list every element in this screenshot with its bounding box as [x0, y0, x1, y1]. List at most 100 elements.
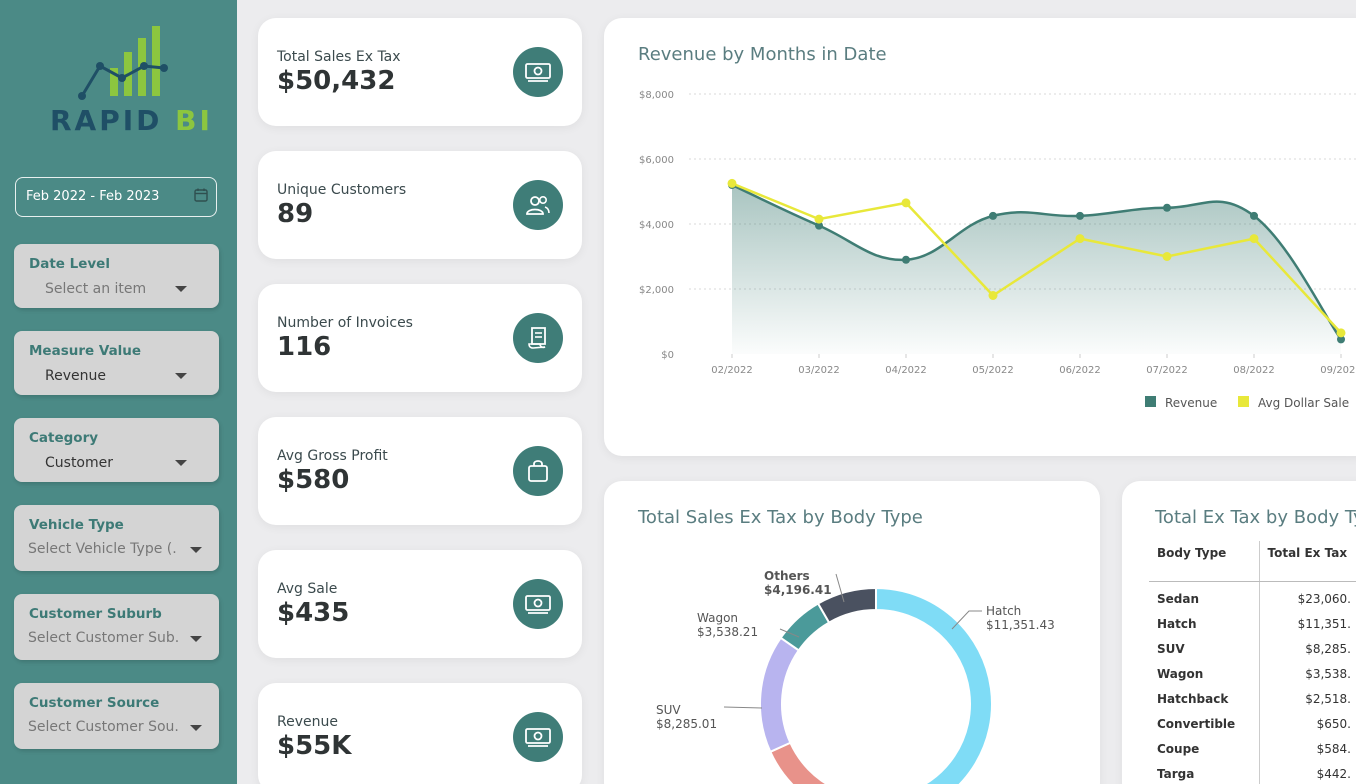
- table-header-row: Body Type Total Ex Tax: [1149, 541, 1356, 582]
- slicer-title: Vehicle Type: [29, 517, 124, 533]
- kpi-card-unique-customers: Unique Customers 89: [258, 151, 582, 259]
- revenue-point[interactable]: [989, 211, 997, 220]
- slicer-customer-source[interactable]: Customer Source Select Customer Sou...: [14, 683, 219, 749]
- revenue-line-chart: $0 $2,000 $4,000 $6,000 $8,000 02/2022 03/202…: [639, 90, 1356, 410]
- shopping-bag-icon: [513, 446, 563, 496]
- revenue-point[interactable]: [1163, 203, 1171, 212]
- cell-body-type: Wagon: [1149, 661, 1260, 686]
- cell-body-type: SUV: [1149, 636, 1260, 661]
- donut-label-name: Others: [764, 569, 810, 583]
- kpi-card-revenue: Revenue $55K: [258, 683, 582, 784]
- revenue-chart-card: Revenue by Months in Date $0 $2,000 $4,000…: [604, 18, 1356, 456]
- kpi-card-number-of-invoices: Number of Invoices 116: [258, 284, 582, 392]
- kpi-label: Unique Customers: [277, 182, 407, 198]
- kpi-label: Total Sales Ex Tax: [277, 49, 401, 65]
- chevron-down-icon[interactable]: [175, 460, 187, 466]
- cell-body-type: Convertible: [1149, 711, 1260, 736]
- cell-body-type: Hatchback: [1149, 686, 1260, 711]
- column-header-body-type[interactable]: Body Type: [1149, 541, 1260, 582]
- kpi-card-avg-gross-profit: Avg Gross Profit $580: [258, 417, 582, 525]
- avg-dollar-sale-point[interactable]: [1162, 252, 1172, 261]
- x-tick-label: 05/2022: [972, 365, 1014, 376]
- cell-total: $8,285.: [1305, 641, 1351, 656]
- chevron-down-icon[interactable]: [175, 373, 187, 379]
- slicer-title: Customer Suburb: [29, 606, 162, 622]
- x-tick-label: 04/2022: [885, 365, 927, 376]
- avg-dollar-sale-line: [731, 182, 1342, 334]
- x-tick-label: 07/2022: [1146, 365, 1188, 376]
- avg-dollar-sale-point[interactable]: [814, 214, 824, 224]
- revenue-point[interactable]: [815, 221, 823, 230]
- column-header-total-ex-tax[interactable]: Total Ex Tax: [1259, 541, 1356, 582]
- logo-icon: [78, 26, 168, 100]
- calendar-icon[interactable]: [194, 188, 208, 202]
- revenue-point[interactable]: [1250, 211, 1258, 220]
- avg-dollar-sale-point[interactable]: [901, 198, 911, 208]
- slicer-value[interactable]: Select Customer Sou...: [28, 719, 178, 735]
- cell-body-type: Hatch: [1149, 611, 1260, 636]
- slicer-value[interactable]: Select Customer Sub...: [28, 630, 178, 646]
- slicer-value[interactable]: Select an item: [45, 281, 147, 297]
- donut-slice-others[interactable]: [816, 586, 877, 624]
- revenue-point[interactable]: [902, 255, 910, 264]
- kpi-value: $435: [277, 598, 350, 628]
- avg-dollar-sale-point[interactable]: [727, 178, 737, 188]
- cell-total: $442.: [1316, 766, 1351, 781]
- body-type-donut-chart: Hatch$11,351.43 SUV$8,285.01 Wagon$3,538.2…: [656, 569, 1055, 784]
- table-row: Convertible $650.: [1149, 711, 1356, 736]
- donut-chart-title: Total Sales Ex Tax by Body Type: [638, 507, 923, 528]
- cell-total: $650.: [1316, 716, 1351, 731]
- slicer-date-level[interactable]: Date Level Select an item: [14, 244, 219, 308]
- invoice-icon: [513, 313, 563, 363]
- date-range-value: Feb 2022 - Feb 2023: [26, 189, 160, 204]
- donut-slice-sedan[interactable]: [875, 586, 993, 784]
- legend-swatch: [1238, 396, 1249, 407]
- donut-slice-hatch[interactable]: [768, 741, 906, 784]
- y-tick-label: $2,000: [639, 285, 674, 296]
- revenue-chart-title: Revenue by Months in Date: [638, 44, 887, 65]
- slicer-value[interactable]: Revenue: [45, 368, 106, 384]
- chevron-down-icon[interactable]: [190, 547, 202, 553]
- kpi-card-avg-sale: Avg Sale $435: [258, 550, 582, 658]
- cell-total: $23,060.: [1297, 592, 1351, 607]
- slicer-value[interactable]: Select Vehicle Type (...: [28, 541, 178, 557]
- slicer-category[interactable]: Category Customer: [14, 418, 219, 482]
- kpi-value: $55K: [277, 731, 352, 761]
- avg-dollar-sale-point[interactable]: [1336, 328, 1346, 338]
- table-row: Sedan $23,060.: [1149, 581, 1356, 611]
- avg-dollar-sale-point[interactable]: [1075, 234, 1085, 244]
- slicer-measure-value[interactable]: Measure Value Revenue: [14, 331, 219, 395]
- donut-slice-suv[interactable]: [759, 636, 801, 754]
- x-tick-label: 02/2022: [711, 365, 753, 376]
- kpi-card-total-sales: Total Sales Ex Tax $50,432: [258, 18, 582, 126]
- x-tick-label: 06/2022: [1059, 365, 1101, 376]
- cell-total: $11,351.: [1297, 616, 1351, 631]
- sidebar: RAPID BI Feb 2022 - Feb 2023 Date Level …: [0, 0, 237, 784]
- chevron-down-icon[interactable]: [190, 725, 202, 731]
- kpi-value: $580: [277, 465, 350, 495]
- chevron-down-icon[interactable]: [190, 636, 202, 642]
- money-icon: [513, 579, 563, 629]
- kpi-label: Avg Gross Profit: [277, 448, 388, 464]
- date-range-picker[interactable]: Feb 2022 - Feb 2023: [15, 177, 217, 217]
- y-tick-label: $6,000: [639, 155, 674, 166]
- y-tick-label: $4,000: [639, 220, 674, 231]
- y-tick-label: $0: [661, 350, 674, 361]
- table-row: Hatchback $2,518.: [1149, 686, 1356, 711]
- avg-dollar-sale-point[interactable]: [1249, 234, 1259, 244]
- chevron-down-icon[interactable]: [175, 286, 187, 292]
- slicer-vehicle-type[interactable]: Vehicle Type Select Vehicle Type (...: [14, 505, 219, 571]
- slicer-customer-suburb[interactable]: Customer Suburb Select Customer Sub...: [14, 594, 219, 660]
- kpi-value: $50,432: [277, 66, 396, 96]
- slicer-title: Category: [29, 430, 99, 446]
- donut-label-value: $3,538.21: [697, 625, 758, 639]
- revenue-point[interactable]: [1337, 335, 1345, 344]
- slicer-value[interactable]: Customer: [45, 455, 114, 471]
- body-type-table: Body Type Total Ex Tax Sedan $23,060. Hat…: [1149, 541, 1356, 784]
- table-row: Wagon $3,538.: [1149, 661, 1356, 686]
- revenue-point[interactable]: [1076, 211, 1084, 220]
- avg-dollar-sale-point[interactable]: [988, 291, 998, 300]
- kpi-label: Revenue: [277, 714, 338, 730]
- cell-total: $3,538.: [1305, 666, 1351, 681]
- brand-name-part2: BI: [175, 104, 213, 137]
